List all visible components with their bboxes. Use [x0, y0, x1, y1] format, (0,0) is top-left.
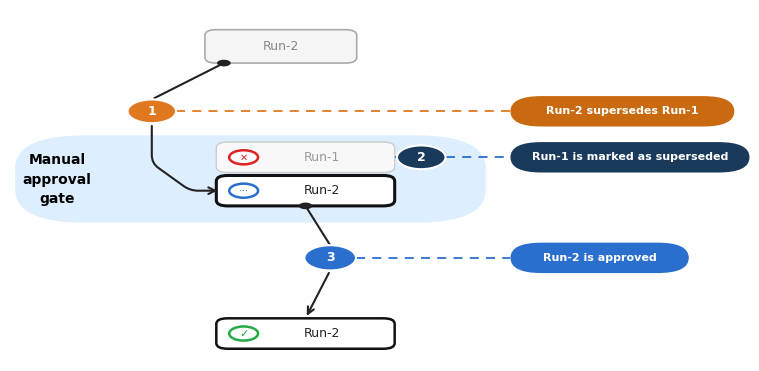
FancyBboxPatch shape [15, 135, 486, 223]
Circle shape [304, 245, 356, 270]
Text: Manual
approval
gate: Manual approval gate [23, 154, 91, 206]
Circle shape [299, 203, 313, 209]
Text: Run-2 supersedes Run-1: Run-2 supersedes Run-1 [546, 106, 698, 116]
Text: Run-2: Run-2 [304, 184, 340, 197]
Text: ✕: ✕ [240, 152, 247, 162]
Text: ···: ··· [239, 186, 248, 196]
Text: ✓: ✓ [239, 329, 248, 338]
Circle shape [229, 326, 258, 341]
Text: Run-2: Run-2 [263, 40, 299, 53]
Circle shape [217, 60, 231, 66]
FancyBboxPatch shape [511, 243, 689, 273]
FancyBboxPatch shape [216, 175, 395, 206]
Circle shape [128, 99, 176, 123]
FancyBboxPatch shape [510, 96, 735, 127]
FancyBboxPatch shape [216, 142, 395, 173]
FancyBboxPatch shape [205, 30, 357, 63]
Circle shape [397, 145, 446, 169]
Text: 2: 2 [417, 151, 426, 164]
Text: 3: 3 [326, 251, 335, 265]
FancyBboxPatch shape [510, 142, 750, 173]
Circle shape [229, 150, 258, 164]
FancyBboxPatch shape [216, 318, 395, 349]
Text: Run-1: Run-1 [304, 151, 340, 164]
Circle shape [229, 184, 258, 198]
Text: 1: 1 [147, 105, 156, 118]
Text: Run-2: Run-2 [304, 327, 340, 340]
Text: Run-2 is approved: Run-2 is approved [543, 253, 657, 263]
Text: Run-1 is marked as superseded: Run-1 is marked as superseded [532, 152, 728, 162]
